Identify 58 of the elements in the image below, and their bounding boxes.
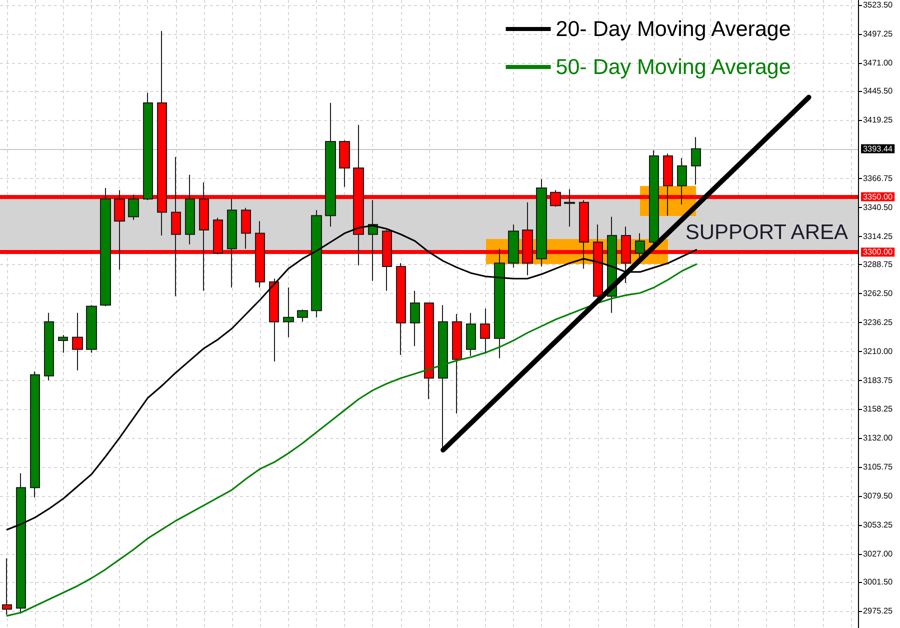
y-tick-label: 3366.75 xyxy=(863,174,894,183)
ref-line-label: 3350.00 xyxy=(863,192,894,202)
candlestick xyxy=(677,158,687,206)
candlestick xyxy=(508,224,519,268)
candlestick xyxy=(44,312,54,381)
y-tick-label: 3158.25 xyxy=(863,404,894,414)
y-tick-label: 3079.50 xyxy=(863,491,894,500)
candlestick xyxy=(649,150,659,246)
candlestick xyxy=(100,187,111,307)
y-tick-label: 3340.50 xyxy=(863,202,894,212)
candlestick xyxy=(480,308,490,354)
candlestick xyxy=(635,232,645,258)
y-tick-label: 3445.50 xyxy=(863,86,894,96)
y-tick-label: 3132.00 xyxy=(863,433,894,442)
ref-line-label: 3300.00 xyxy=(863,248,894,257)
y-tick-label: 3105.75 xyxy=(863,462,894,472)
candlestick xyxy=(227,198,237,288)
y-tick-label: 3001.50 xyxy=(863,578,894,587)
candlestick xyxy=(311,210,322,318)
candlestick xyxy=(269,278,279,362)
candlestick xyxy=(297,309,308,322)
y-tick-label: 3419.25 xyxy=(863,116,894,125)
candlestick xyxy=(452,314,462,414)
y-tick-label: 3262.50 xyxy=(863,289,894,298)
candlestick xyxy=(424,302,434,400)
candlestick xyxy=(283,286,294,338)
y-tick-label: 2975.25 xyxy=(863,606,894,616)
y-tick-label: 3053.25 xyxy=(863,520,894,530)
candlestick xyxy=(396,262,406,356)
y-tick-label: 3183.75 xyxy=(863,376,894,386)
y-tick-label: 3497.25 xyxy=(863,30,894,38)
candlestick xyxy=(2,558,12,616)
candlestick xyxy=(536,178,547,267)
candlestick xyxy=(325,102,336,228)
candlestick xyxy=(339,140,350,188)
legend-label: 20- Day Moving Average xyxy=(556,17,791,41)
y-tick-label: 3210.00 xyxy=(863,347,894,356)
candlestick xyxy=(16,472,26,614)
candlestick xyxy=(58,334,68,354)
candlestick xyxy=(72,312,83,371)
candlestick xyxy=(128,194,139,221)
candlestick xyxy=(30,370,40,498)
y-tick-label: 3523.50 xyxy=(863,0,894,10)
candlestick xyxy=(410,290,420,347)
candlestick xyxy=(86,304,97,354)
y-tick-label: 3314.25 xyxy=(863,232,894,241)
y-tick-label: 3288.75 xyxy=(863,260,894,270)
candlestick xyxy=(368,200,378,282)
candlestick xyxy=(143,92,153,201)
legend-label: 50- Day Moving Average xyxy=(556,55,791,79)
candlestick xyxy=(691,136,701,186)
band-label: SUPPORT AREA xyxy=(685,220,848,244)
candlestick xyxy=(466,312,476,357)
y-tick-label: 3236.25 xyxy=(863,318,894,328)
ref-line-label: 3393.44 xyxy=(863,144,894,154)
y-tick-label: 3027.00 xyxy=(863,549,894,558)
y-tick-label: 3471.00 xyxy=(863,58,894,68)
candlestick xyxy=(185,174,195,245)
